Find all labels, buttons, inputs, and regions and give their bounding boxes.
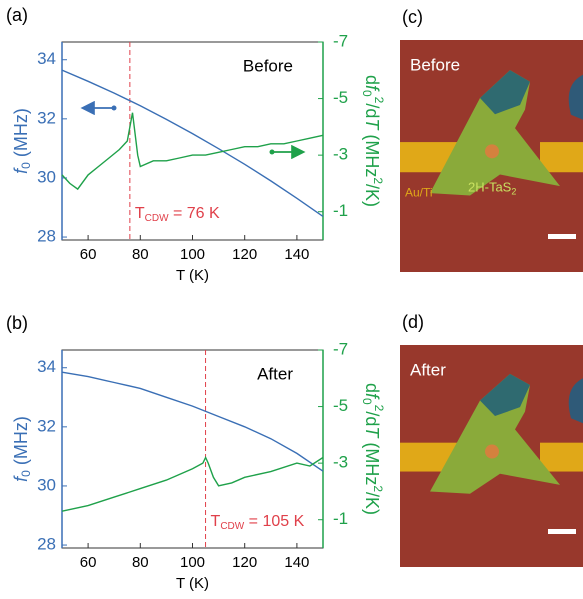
y-tick-label: 28 (37, 227, 56, 246)
y-axis-label: f0 (MHz) (11, 416, 33, 482)
y2-axis-label-part: d (362, 75, 382, 85)
y2-tick-label: -5 (333, 396, 348, 415)
y2-axis-label-part: f (362, 393, 382, 400)
y-axis-label-part: 0 (19, 470, 33, 477)
y-tick-label: 32 (37, 416, 56, 435)
tcdw-label-part: T (211, 513, 221, 530)
y-axis-label-part: f (11, 475, 31, 482)
tcdw-label-part: CDW (220, 521, 244, 532)
x-axis-label: T (K) (176, 575, 209, 592)
flake (430, 373, 560, 494)
data-line (61, 69, 324, 217)
annotation: Before (243, 56, 293, 75)
x-tick-label: 140 (284, 554, 309, 571)
x-axis-label: T (K) (176, 267, 209, 284)
tcdw-label-part: T (135, 205, 145, 222)
electrode (540, 442, 583, 472)
y-tick-label: 32 (37, 108, 56, 127)
micrograph-caption: Before (410, 55, 460, 74)
scale-bar (548, 529, 576, 534)
y2-axis-label-part: (MHz (362, 437, 382, 485)
scale-bar (548, 234, 576, 239)
y2-axis-label-part: T (362, 426, 382, 439)
x-tick-label: 60 (80, 554, 97, 571)
y2-axis-label-part: T (362, 118, 382, 131)
y2-tick-label: -3 (333, 145, 348, 164)
flake-dark (480, 70, 530, 115)
y2-axis-label-part: f (362, 85, 382, 92)
data-line (61, 455, 324, 512)
y2-axis-label-part: 0 (360, 398, 374, 405)
y2-axis-label: df02/dT (MHz2/K) (360, 75, 386, 207)
laser-spot (485, 144, 499, 159)
micrograph-caption: After (410, 360, 446, 379)
y-tick-label: 34 (37, 49, 56, 68)
y-tick-label: 28 (37, 535, 56, 554)
y-axis-label-part: (MHz) (11, 416, 31, 470)
flake-label: 2H-TaS2 (468, 180, 516, 197)
panel-label: (a) (6, 5, 28, 25)
flake-label-part: 2 (511, 187, 516, 197)
y2-tick-label: -5 (333, 88, 348, 107)
y2-axis-label-part: (MHz (362, 129, 382, 177)
x-tick-label: 120 (232, 554, 257, 571)
y-axis-label-part: (MHz) (11, 108, 31, 162)
y2-tick-label: -7 (333, 339, 348, 358)
x-tick-label: 80 (132, 554, 149, 571)
panel-label: (b) (6, 313, 28, 333)
laser-spot (485, 444, 499, 459)
y-tick-label: 30 (37, 475, 56, 494)
x-tick-label: 100 (180, 554, 205, 571)
y2-tick-label: -7 (333, 31, 348, 50)
y2-axis-label-part: /K) (362, 184, 382, 207)
y2-axis-label-part: 2 (372, 405, 386, 412)
tcdw-label-part: = 105 K (244, 513, 304, 530)
tcdw-label: TCDW = 76 K (135, 205, 220, 223)
electrode (540, 142, 583, 173)
data-line (61, 371, 324, 472)
y2-axis-label-part: /d (362, 103, 382, 118)
y-tick-label: 30 (37, 167, 56, 186)
tcdw-label: TCDW = 105 K (211, 513, 305, 531)
panel-label: (d) (402, 312, 424, 332)
x-tick-label: 120 (232, 246, 257, 263)
annotation: After (257, 364, 293, 383)
x-tick-label: 100 (180, 246, 205, 263)
y2-tick-label: -3 (333, 453, 348, 472)
y2-tick-label: -1 (333, 509, 348, 528)
tcdw-label-part: = 76 K (169, 205, 220, 222)
y2-tick-label: -1 (333, 201, 348, 220)
data-line (61, 112, 324, 191)
x-tick-label: 140 (284, 246, 309, 263)
electrode-label: Au/Ti (405, 185, 433, 199)
y2-axis-label: df02/dT (MHz2/K) (360, 383, 386, 515)
y-axis-label: f0 (MHz) (11, 108, 33, 174)
flake-label-part: 2H-TaS (468, 180, 512, 195)
panel-label: (c) (402, 7, 423, 27)
y-tick-label: 34 (37, 357, 56, 376)
y2-axis-label-part: d (362, 383, 382, 393)
tcdw-label-part: CDW (145, 213, 169, 224)
y2-axis-label-part: /K) (362, 492, 382, 515)
flake (430, 70, 560, 196)
y2-axis-label-part: /d (362, 411, 382, 426)
flake-dark (480, 373, 530, 417)
y2-axis-label-part: 2 (371, 177, 385, 184)
flake-edge (568, 74, 583, 120)
y2-axis-label-part: 2 (372, 97, 386, 104)
y2-axis-label-part: 2 (371, 485, 385, 492)
y-axis-label-part: f (11, 167, 31, 174)
flake-edge (568, 378, 583, 424)
y-axis-label-part: 0 (19, 162, 33, 169)
y2-axis-label-part: 0 (360, 90, 374, 97)
x-tick-label: 80 (132, 246, 149, 263)
arrows (80, 100, 306, 160)
x-tick-label: 60 (80, 246, 97, 263)
